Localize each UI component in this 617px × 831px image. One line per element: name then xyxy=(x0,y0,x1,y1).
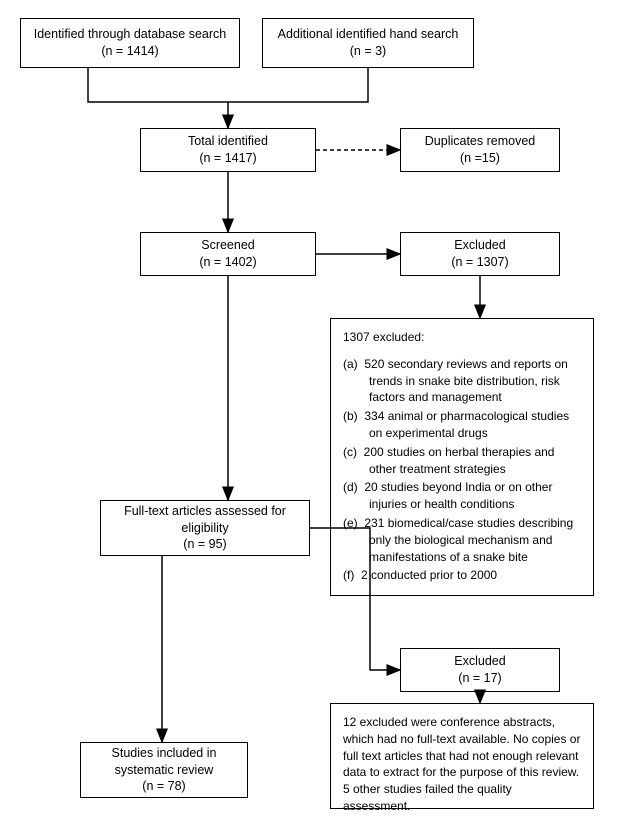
text: (n = 78) xyxy=(142,778,185,795)
text: 12 excluded were conference abstracts, w… xyxy=(343,715,580,813)
text: (n = 1307) xyxy=(451,254,508,271)
list-item: (e) 231 biomedical/case studies describi… xyxy=(343,515,581,565)
text: Total identified xyxy=(188,133,268,150)
text: (n = 1402) xyxy=(199,254,256,271)
node-total-identified: Total identified (n = 1417) xyxy=(140,128,316,172)
text: (n = 1417) xyxy=(199,150,256,167)
text: (n = 3) xyxy=(350,43,386,60)
text: 1307 excluded: xyxy=(343,329,581,346)
node-exclusion-detail: 1307 excluded: (a) 520 secondary reviews… xyxy=(330,318,594,596)
list-item: (d) 20 studies beyond India or on other … xyxy=(343,479,581,513)
text: Additional identified hand search xyxy=(278,26,459,43)
list-item: (b) 334 animal or pharmacological studie… xyxy=(343,408,581,442)
text: (n =15) xyxy=(460,150,500,167)
node-screened: Screened (n = 1402) xyxy=(140,232,316,276)
text: (n = 1414) xyxy=(101,43,158,60)
text: Screened xyxy=(201,237,255,254)
text: Duplicates removed xyxy=(425,133,535,150)
text: systematic review xyxy=(115,762,214,779)
list-item: (c) 200 studies on herbal therapies and … xyxy=(343,444,581,478)
text: Identified through database search xyxy=(34,26,227,43)
list-item: (a) 520 secondary reviews and reports on… xyxy=(343,356,581,406)
text: (n = 95) xyxy=(183,536,226,553)
node-excluded-17-detail: 12 excluded were conference abstracts, w… xyxy=(330,703,594,809)
node-hand-search: Additional identified hand search (n = 3… xyxy=(262,18,474,68)
exclusion-list: (a) 520 secondary reviews and reports on… xyxy=(343,356,581,584)
node-duplicates-removed: Duplicates removed (n =15) xyxy=(400,128,560,172)
node-db-search: Identified through database search (n = … xyxy=(20,18,240,68)
text: Excluded xyxy=(454,237,505,254)
node-fulltext-assessed: Full-text articles assessed for eligibil… xyxy=(100,500,310,556)
node-excluded-17: Excluded (n = 17) xyxy=(400,648,560,692)
node-included: Studies included in systematic review (n… xyxy=(80,742,248,798)
text: (n = 17) xyxy=(458,670,501,687)
text: Full-text articles assessed for xyxy=(124,503,286,520)
text: Excluded xyxy=(454,653,505,670)
text: Studies included in xyxy=(112,745,217,762)
list-item: (f) 2 conducted prior to 2000 xyxy=(343,567,581,584)
node-excluded-1307: Excluded (n = 1307) xyxy=(400,232,560,276)
text: eligibility xyxy=(181,520,228,537)
